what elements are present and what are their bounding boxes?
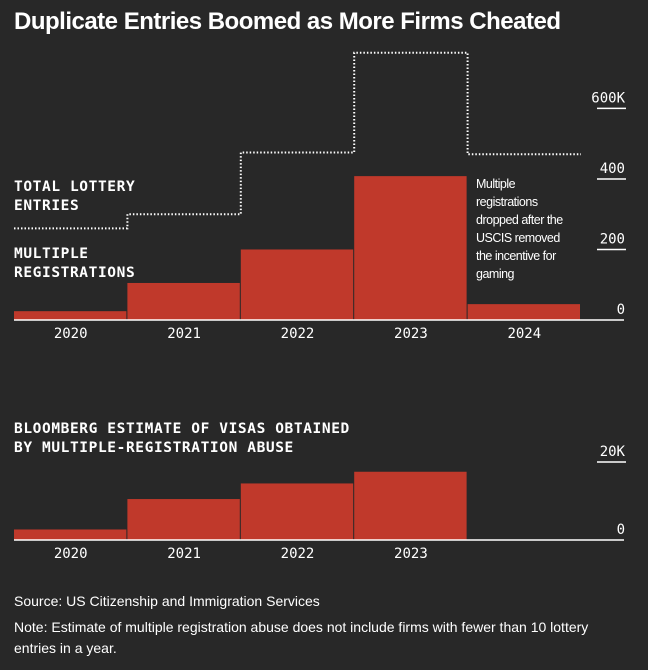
y-tick-label: 0 — [617, 302, 625, 318]
bar-visas-2020 — [14, 529, 127, 540]
bar-visas-2022 — [240, 483, 354, 540]
y-tick-label: 400 — [600, 161, 625, 177]
x-tick-label: 2024 — [507, 326, 541, 342]
visas-chart: 2020 2021 2022 2023 0 20K — [14, 444, 626, 562]
bar-visas-2023 — [354, 471, 467, 540]
y-tick-label: 20K — [600, 444, 626, 460]
source-note: Source: US Citizenship and Immigration S… — [14, 593, 320, 609]
x-tick-label: 2020 — [54, 546, 88, 562]
x-tick-label: 2021 — [167, 326, 201, 342]
series-label-total-entries: TOTAL LOTTERY ENTRIES — [14, 178, 135, 216]
footnote: Note: Estimate of multiple registration … — [14, 619, 589, 656]
x-tick-label: 2022 — [281, 546, 315, 562]
bar-multiple-2022 — [240, 249, 354, 320]
x-tick-label: 2021 — [167, 546, 201, 562]
x-tick-label: 2023 — [394, 546, 428, 562]
y-tick-label: 0 — [617, 522, 625, 538]
y-tick-label: 600K — [591, 90, 625, 106]
bar-multiple-2021 — [127, 282, 240, 320]
series-label-total-line-2: ENTRIES — [14, 198, 80, 214]
bar-multiple-2023 — [354, 176, 467, 320]
x-tick-label: 2020 — [54, 326, 88, 342]
visas-chart-title-line-2: BY MULTIPLE-REGISTRATION ABUSE — [14, 440, 294, 456]
x-tick-label: 2022 — [281, 326, 315, 342]
series-label-multiple-registrations: MULTIPLE REGISTRATIONS — [14, 245, 135, 283]
y-tick-label: 200 — [600, 231, 625, 247]
series-label-multiple-line-2: REGISTRATIONS — [14, 265, 136, 281]
total-entries-line — [14, 51, 581, 230]
bar-multiple-2020 — [14, 311, 127, 320]
visas-chart-title-line-1: BLOOMBERG ESTIMATE OF VISAS OBTAINED — [14, 421, 350, 437]
entries-chart: 2020 2021 2022 2023 2024 0 200 400 600K — [14, 51, 626, 342]
bar-multiple-2024 — [467, 304, 580, 320]
visas-chart-title: BLOOMBERG ESTIMATE OF VISAS OBTAINED BY … — [14, 420, 350, 458]
x-tick-label: 2023 — [394, 326, 428, 342]
bar-visas-2021 — [127, 499, 240, 540]
series-label-multiple-line-1: MULTIPLE — [14, 246, 89, 262]
chart-annotation: Multiple registrations dropped after the… — [476, 177, 563, 281]
series-label-total-line-1: TOTAL LOTTERY — [14, 179, 136, 195]
chart-title: Duplicate Entries Boomed as More Firms C… — [14, 8, 561, 35]
